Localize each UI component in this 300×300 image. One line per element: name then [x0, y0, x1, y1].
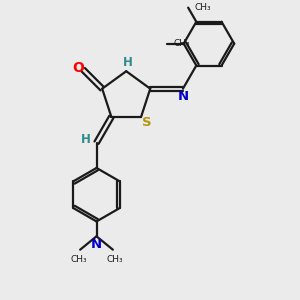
Text: CH₃: CH₃ [106, 255, 123, 264]
Text: CH₃: CH₃ [70, 255, 87, 264]
Text: N: N [91, 238, 102, 251]
Text: N: N [178, 90, 189, 103]
Text: CH₃: CH₃ [174, 39, 190, 48]
Text: CH₃: CH₃ [195, 3, 211, 12]
Text: O: O [72, 61, 84, 75]
Text: S: S [142, 116, 152, 129]
Text: H: H [81, 133, 91, 146]
Text: H: H [123, 56, 133, 69]
